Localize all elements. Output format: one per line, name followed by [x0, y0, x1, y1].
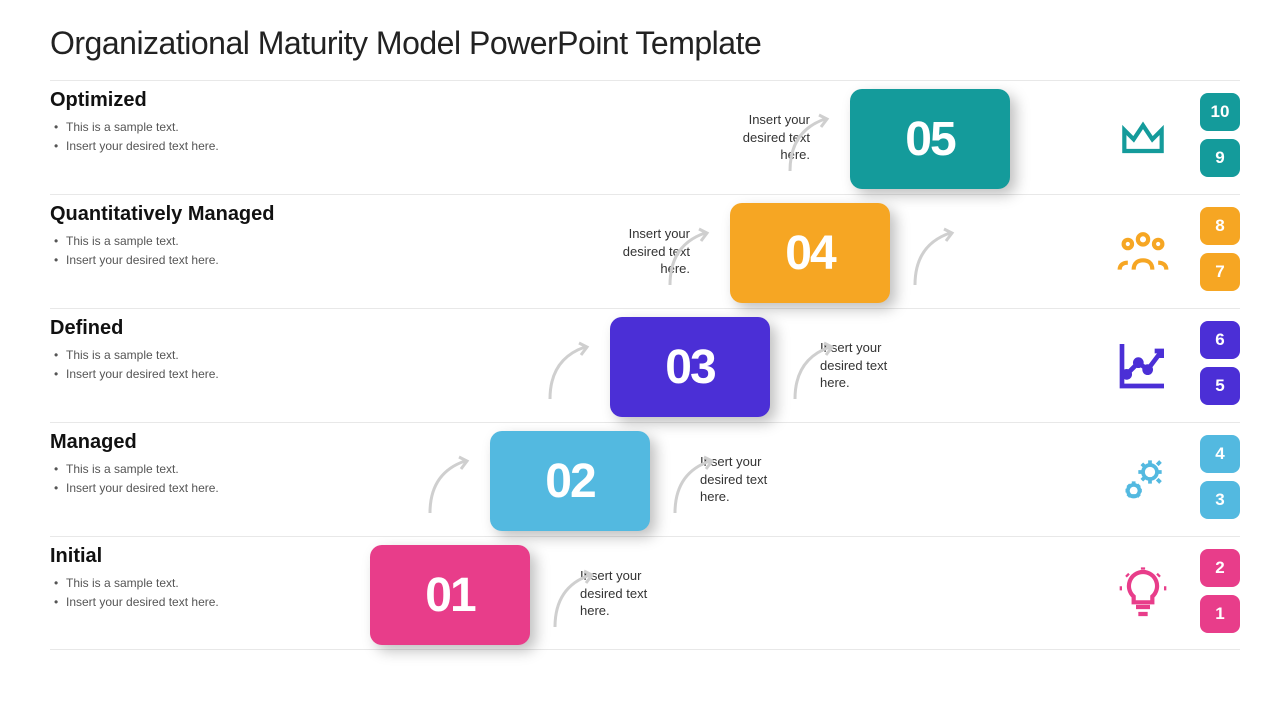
level-bullets: This is a sample text.Insert your desire… [50, 574, 350, 612]
badge: 6 [1200, 321, 1240, 359]
level-badges: 43 [1200, 435, 1240, 519]
badge: 9 [1200, 139, 1240, 177]
bulb-icon [1111, 561, 1175, 625]
bullet: Insert your desired text here. [50, 365, 350, 384]
maturity-row: Defined This is a sample text.Insert your… [50, 308, 1240, 422]
people-icon [1111, 219, 1175, 283]
level-number: 03 [665, 340, 714, 395]
arrow-icon [540, 557, 610, 642]
bullet: Insert your desired text here. [50, 251, 350, 270]
level-card: 01 [370, 545, 530, 645]
arrow-icon [900, 215, 970, 300]
level-name: Optimized [50, 89, 350, 112]
slide: Organizational Maturity Model PowerPoint… [0, 0, 1280, 670]
level-text: Quantitatively Managed This is a sample t… [50, 203, 350, 270]
crown-icon [1111, 105, 1175, 169]
level-name: Initial [50, 545, 350, 568]
level-number: 02 [545, 454, 594, 509]
badge: 7 [1200, 253, 1240, 291]
badge: 2 [1200, 549, 1240, 587]
level-badges: 109 [1200, 93, 1240, 177]
badge: 8 [1200, 207, 1240, 245]
maturity-row: Quantitatively Managed This is a sample t… [50, 194, 1240, 308]
bullet: This is a sample text. [50, 574, 350, 593]
level-card: 04 [730, 203, 890, 303]
arrow-icon [775, 101, 845, 186]
bullet: Insert your desired text here. [50, 479, 350, 498]
level-name: Managed [50, 431, 350, 454]
chart-icon [1111, 333, 1175, 397]
level-badges: 21 [1200, 549, 1240, 633]
level-badges: 65 [1200, 321, 1240, 405]
level-card: 03 [610, 317, 770, 417]
level-bullets: This is a sample text.Insert your desire… [50, 346, 350, 384]
bullet: This is a sample text. [50, 118, 350, 137]
bullet: This is a sample text. [50, 346, 350, 365]
badge: 5 [1200, 367, 1240, 405]
level-text: Initial This is a sample text.Insert your… [50, 545, 350, 612]
level-text: Defined This is a sample text.Insert your… [50, 317, 350, 384]
level-bullets: This is a sample text.Insert your desire… [50, 460, 350, 498]
arrow-icon [660, 443, 730, 528]
level-number: 04 [785, 226, 834, 281]
maturity-rows: OptimizedThis is a sample text.Insert yo… [50, 80, 1240, 650]
level-text: Managed This is a sample text.Insert your… [50, 431, 350, 498]
badge: 4 [1200, 435, 1240, 473]
level-badges: 87 [1200, 207, 1240, 291]
level-number: 05 [905, 112, 954, 167]
maturity-row: Initial This is a sample text.Insert your… [50, 536, 1240, 650]
bullet: Insert your desired text here. [50, 593, 350, 612]
arrow-icon [655, 215, 725, 300]
level-card: 05 [850, 89, 1010, 189]
arrow-icon [535, 329, 605, 414]
bullet: Insert your desired text here. [50, 137, 350, 156]
arrow-icon [780, 329, 850, 414]
level-name: Quantitatively Managed [50, 203, 350, 226]
level-number: 01 [425, 568, 474, 623]
level-text: Optimized This is a sample text.Insert yo… [50, 89, 350, 156]
maturity-row: Optimized This is a sample text.Insert yo… [50, 80, 1240, 194]
badge: 3 [1200, 481, 1240, 519]
slide-title: Organizational Maturity Model PowerPoint… [50, 25, 1240, 62]
level-bullets: This is a sample text.Insert your desire… [50, 118, 350, 156]
level-card: 02 [490, 431, 650, 531]
bullet: This is a sample text. [50, 460, 350, 479]
maturity-row: Managed This is a sample text.Insert your… [50, 422, 1240, 536]
level-name: Defined [50, 317, 350, 340]
bullet: This is a sample text. [50, 232, 350, 251]
arrow-icon [415, 443, 485, 528]
level-bullets: This is a sample text.Insert your desire… [50, 232, 350, 270]
gears-icon [1111, 447, 1175, 511]
badge: 10 [1200, 93, 1240, 131]
badge: 1 [1200, 595, 1240, 633]
